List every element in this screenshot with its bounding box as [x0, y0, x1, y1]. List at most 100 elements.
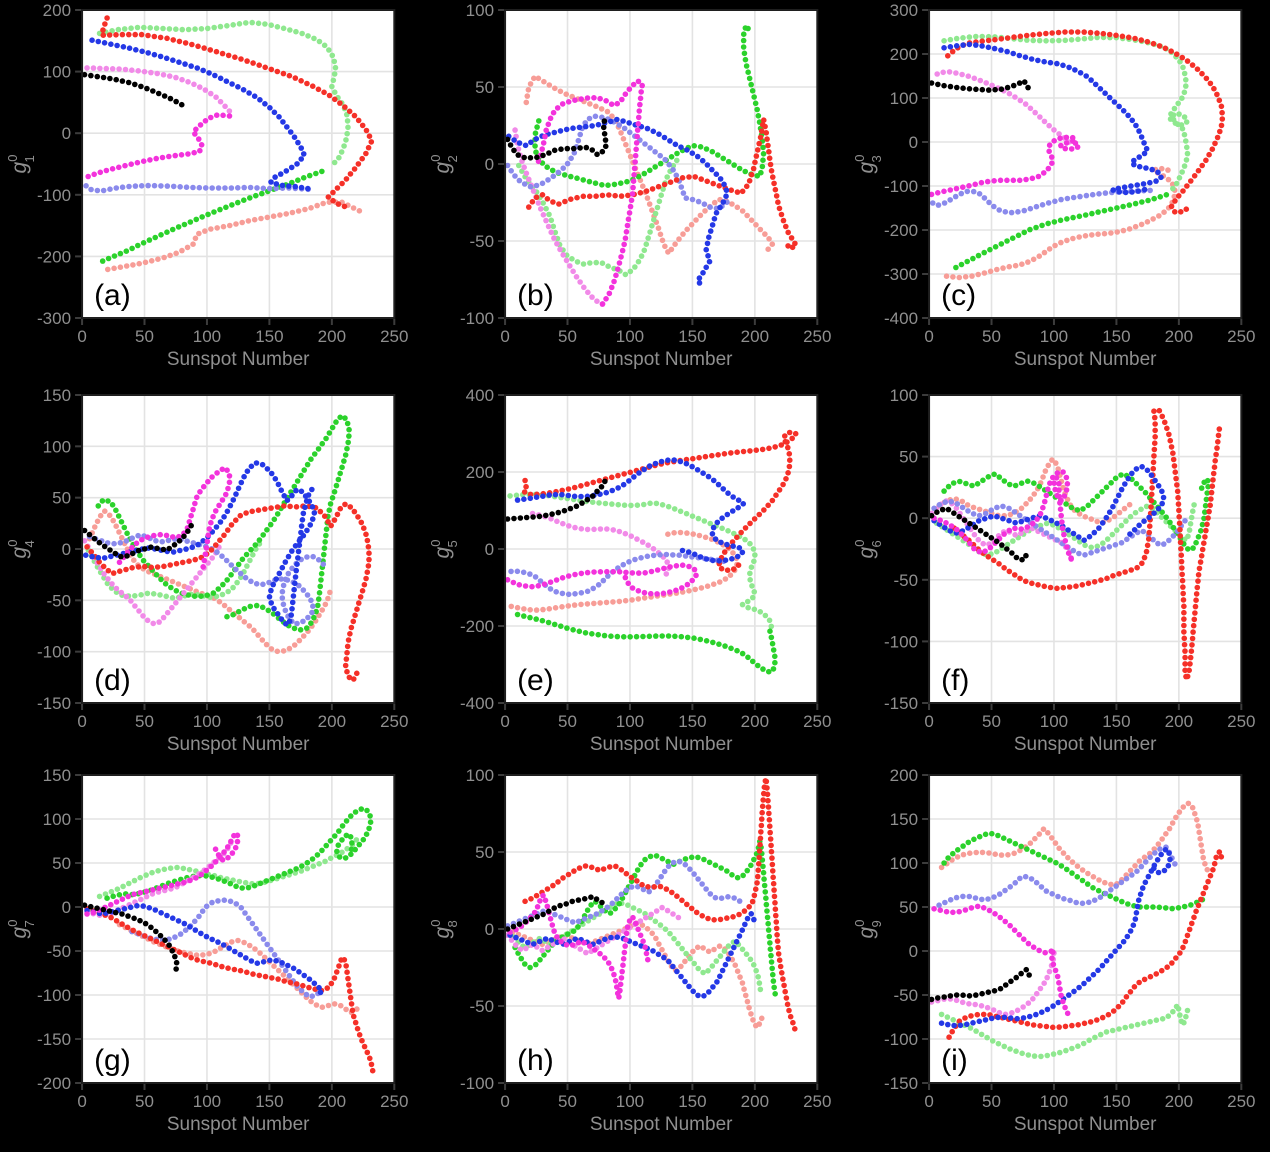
data-point: [658, 922, 664, 928]
data-point: [1018, 261, 1025, 268]
data-point: [111, 265, 117, 272]
data-point: [1199, 521, 1205, 528]
data-point: [229, 202, 235, 208]
series-cycle-red: [945, 849, 1224, 1040]
data-point: [1044, 974, 1050, 981]
data-point: [1081, 1020, 1087, 1027]
data-point: [575, 924, 582, 930]
data-point: [131, 877, 138, 884]
data-point: [287, 868, 294, 875]
data-point: [159, 941, 166, 947]
data-point: [161, 563, 167, 570]
data-point: [274, 611, 281, 617]
data-point: [117, 264, 124, 271]
data-point: [558, 623, 564, 629]
data-point: [582, 896, 588, 902]
data-point: [683, 195, 690, 201]
data-point: [548, 579, 554, 585]
data-point: [751, 856, 757, 863]
data-point: [588, 913, 594, 920]
data-point: [1136, 163, 1143, 170]
data-point: [577, 279, 584, 285]
data-point: [963, 1021, 970, 1028]
data-point: [196, 913, 202, 920]
data-point: [206, 950, 212, 957]
data-point: [1207, 80, 1213, 87]
data-point: [85, 173, 91, 180]
data-point: [1089, 885, 1096, 891]
data-point: [722, 643, 729, 649]
data-point: [187, 877, 193, 884]
data-point: [635, 883, 641, 890]
data-point: [778, 963, 784, 970]
data-point: [142, 259, 149, 266]
data-point: [773, 492, 780, 498]
data-point: [342, 501, 348, 508]
data-point: [1126, 202, 1132, 208]
data-point: [767, 628, 774, 634]
data-point: [209, 936, 215, 943]
series-cycle-magenta: [930, 903, 1071, 1017]
data-point: [346, 982, 352, 988]
data-point: [1017, 843, 1024, 850]
data-point: [1191, 810, 1198, 817]
data-point: [1002, 209, 1008, 215]
data-point: [769, 861, 776, 868]
data-point: [666, 958, 673, 965]
x-tick-label: 100: [193, 1092, 221, 1111]
data-point: [298, 529, 304, 536]
data-point: [1049, 37, 1055, 44]
data-point: [318, 577, 324, 583]
data-point: [610, 568, 617, 575]
data-point: [1069, 214, 1076, 221]
data-point: [341, 458, 347, 464]
data-point: [336, 854, 343, 860]
data-point: [1193, 591, 1200, 597]
data-point: [334, 511, 341, 518]
data-point: [1211, 140, 1218, 147]
data-point: [116, 892, 123, 898]
data-point: [707, 258, 713, 265]
data-point: [1200, 515, 1207, 522]
data-point: [1059, 998, 1066, 1005]
data-point: [1091, 897, 1098, 903]
series-cycle-green: [940, 830, 1205, 912]
data-point: [266, 185, 273, 192]
data-point: [725, 567, 731, 573]
y-tick-label: 0: [908, 942, 917, 961]
data-point: [572, 524, 579, 531]
data-point: [539, 617, 546, 624]
data-point: [980, 905, 987, 911]
data-point: [164, 35, 170, 42]
data-point: [1150, 510, 1157, 516]
data-point: [513, 934, 520, 941]
y-axis-title: g0 6: [852, 540, 884, 559]
data-point: [621, 949, 628, 956]
data-point: [765, 791, 771, 798]
data-point: [736, 497, 742, 503]
data-point: [174, 881, 181, 887]
data-point: [207, 90, 214, 97]
data-point: [1094, 209, 1101, 215]
data-point: [223, 78, 230, 84]
data-point: [1049, 522, 1056, 528]
data-point: [295, 548, 302, 555]
data-point: [634, 502, 641, 508]
data-point: [1018, 480, 1025, 486]
data-point: [631, 905, 637, 911]
data-point: [1149, 166, 1155, 173]
data-point: [1165, 176, 1171, 183]
data-point: [534, 154, 541, 161]
data-point: [277, 171, 284, 177]
series-cycle-magenta: [85, 112, 233, 180]
data-point: [342, 415, 348, 421]
data-point: [1058, 519, 1065, 525]
data-point: [760, 446, 766, 453]
data-point: [170, 37, 177, 43]
data-point: [772, 659, 779, 666]
data-point: [330, 189, 336, 196]
data-point: [1006, 527, 1012, 534]
data-point: [559, 487, 566, 494]
data-point: [735, 504, 742, 511]
series-cycle-lightgreen: [96, 19, 351, 166]
